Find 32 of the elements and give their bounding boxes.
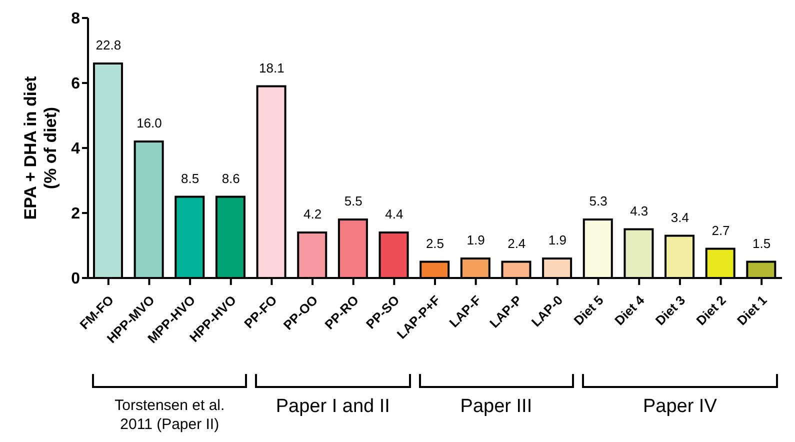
y-tick-label: 0 — [71, 270, 80, 288]
annotation: 4.3 — [630, 203, 648, 218]
x-tick-label: Diet 1 — [734, 292, 770, 328]
annotation: 1.5 — [752, 236, 771, 251]
x-tick-label: Diet 2 — [693, 292, 729, 328]
x-tick-label: Diet 3 — [652, 292, 688, 328]
text: Paper I and II — [274, 396, 391, 418]
annotation: 2.5 — [426, 236, 444, 251]
y-tick-label: 2 — [71, 206, 80, 223]
annotation: 8.5 — [181, 170, 200, 186]
annotation: 4.4 — [385, 206, 404, 222]
annotation: 3.4 — [670, 210, 689, 225]
y-axis-title: EPA + DHA in diet (% of diet) — [21, 76, 60, 220]
annotation: 5.3 — [589, 194, 608, 208]
annotation: 22.8 — [96, 38, 122, 52]
annotation: 1.9 — [548, 232, 567, 248]
y-tick-label: 6 — [71, 76, 80, 93]
y-tick-label: 8 — [71, 10, 80, 28]
annotation: 1.9 — [466, 232, 485, 248]
y-tick-label: 4 — [71, 140, 80, 158]
annotation: 18.1 — [259, 60, 284, 76]
annotation: 16.0 — [136, 116, 162, 130]
text: Torstensen et al. 2011 (Paper II) — [114, 396, 226, 434]
x-tick-label: Diet 4 — [612, 292, 648, 328]
annotation: 4.2 — [303, 206, 322, 222]
x-tick-label: Diet 5 — [570, 292, 606, 328]
annotation: 5.5 — [344, 194, 362, 208]
annotation: 2.4 — [508, 236, 526, 251]
text: Paper IV — [642, 396, 718, 418]
annotation: 2.7 — [712, 222, 730, 238]
text: Paper III — [459, 396, 534, 418]
annotation: 8.6 — [222, 170, 240, 186]
